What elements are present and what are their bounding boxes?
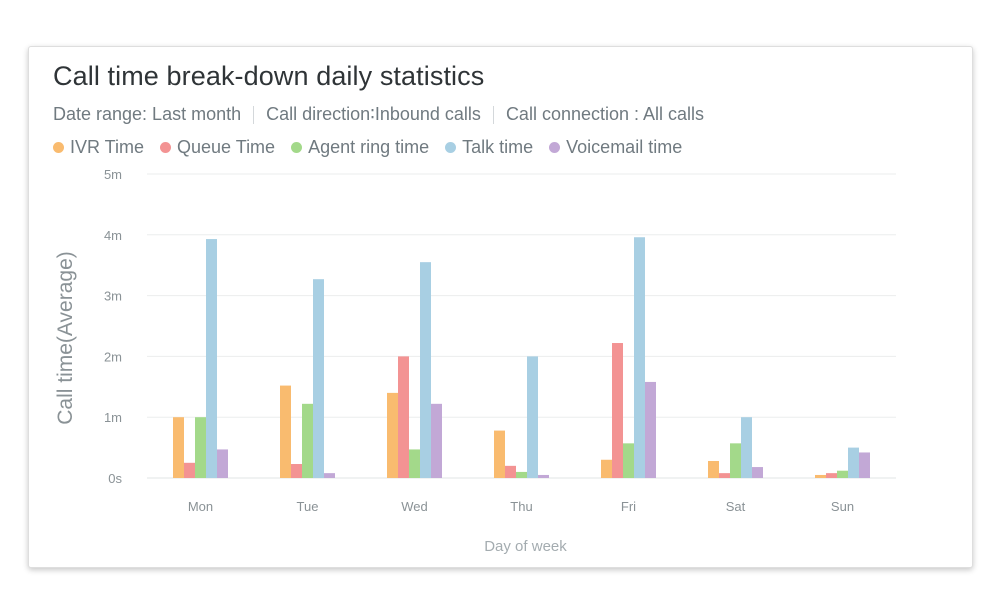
bar-fri-3 [634, 237, 645, 478]
legend-item-3[interactable]: Talk time [445, 137, 533, 158]
bar-sun-4 [859, 452, 870, 478]
bar-sun-0 [815, 474, 826, 478]
bar-tue-0 [280, 385, 291, 478]
bar-thu-4 [538, 474, 549, 478]
chart-card: Call time break-down daily statistics Da… [28, 46, 973, 568]
bar-tue-2 [302, 403, 313, 478]
bar-sun-1 [826, 473, 837, 478]
y-tick-label: 5m [104, 167, 122, 182]
bar-mon-2 [195, 417, 206, 478]
bar-mon-3 [206, 239, 217, 478]
bar-thu-3 [527, 356, 538, 478]
bar-fri-4 [645, 381, 656, 478]
bar-wed-1 [398, 356, 409, 478]
x-tick-label: Thu [510, 499, 532, 514]
filter-divider [253, 105, 255, 124]
y-tick-label: 2m [104, 349, 122, 364]
bar-mon-4 [217, 449, 228, 478]
date-range-filter[interactable]: Date range: Last month [53, 104, 242, 124]
filter-summary: Date range: Last month Call direction∶In… [53, 104, 704, 125]
x-tick-label: Tue [297, 499, 319, 514]
bar-wed-2 [409, 449, 420, 478]
bar-tue-3 [313, 279, 324, 478]
legend-item-0[interactable]: IVR Time [53, 137, 144, 158]
bar-fri-1 [612, 343, 623, 478]
y-tick-label: 3m [104, 289, 122, 304]
legend-swatch-icon [549, 142, 561, 153]
chart-title: Call time break-down daily statistics [53, 61, 485, 91]
legend-label: Voicemail time [566, 137, 683, 157]
bar-thu-1 [505, 465, 516, 478]
legend-swatch-icon [160, 142, 172, 153]
bar-mon-1 [184, 462, 195, 478]
x-axis-title: Day of week [484, 538, 567, 555]
legend-swatch-icon [53, 142, 64, 153]
bar-sun-3 [848, 447, 859, 478]
bar-tue-1 [291, 464, 302, 478]
legend-item-2[interactable]: Agent ring time [291, 137, 429, 158]
bar-sat-1 [719, 473, 730, 478]
legend-item-4[interactable]: Voicemail time [549, 137, 682, 158]
bar-sat-0 [708, 460, 719, 478]
call-direction-filter[interactable]: Call direction∶Inbound calls [266, 104, 481, 124]
x-tick-label: Sun [831, 499, 854, 514]
bar-fri-2 [623, 443, 634, 478]
bar-sun-2 [837, 470, 848, 478]
chart-legend: IVR Time Queue Time Agent ring time Talk ti… [53, 137, 698, 158]
bar-sat-3 [741, 417, 752, 478]
bar-thu-0 [494, 430, 505, 478]
legend-swatch-icon [291, 142, 303, 153]
x-tick-label: Fri [621, 499, 636, 514]
filter-divider [492, 105, 494, 124]
bar-thu-2 [516, 471, 527, 478]
bar-sat-2 [730, 443, 741, 478]
bar-fri-0 [601, 459, 612, 478]
legend-item-1[interactable]: Queue Time [160, 137, 275, 158]
bar-sat-4 [752, 467, 763, 478]
bar-mon-0 [173, 417, 184, 478]
bar-wed-0 [387, 392, 398, 478]
legend-label: Agent ring time [308, 137, 430, 157]
legend-swatch-icon [445, 142, 457, 153]
call-connection-filter[interactable]: Call connection : All calls [505, 104, 705, 124]
legend-label: Talk time [462, 137, 534, 157]
bar-tue-4 [324, 473, 335, 478]
y-axis-title: Call time(Average) [54, 251, 77, 425]
x-tick-label: Mon [188, 499, 213, 514]
bar-wed-4 [431, 403, 442, 478]
x-tick-label: Wed [401, 499, 428, 514]
y-tick-label: 0s [108, 471, 122, 486]
x-tick-label: Sat [726, 499, 746, 514]
y-tick-label: 4m [104, 228, 122, 243]
bar-wed-3 [420, 262, 431, 478]
legend-label: Queue Time [177, 137, 276, 157]
legend-label: IVR Time [70, 137, 145, 157]
y-tick-label: 1m [104, 410, 122, 425]
